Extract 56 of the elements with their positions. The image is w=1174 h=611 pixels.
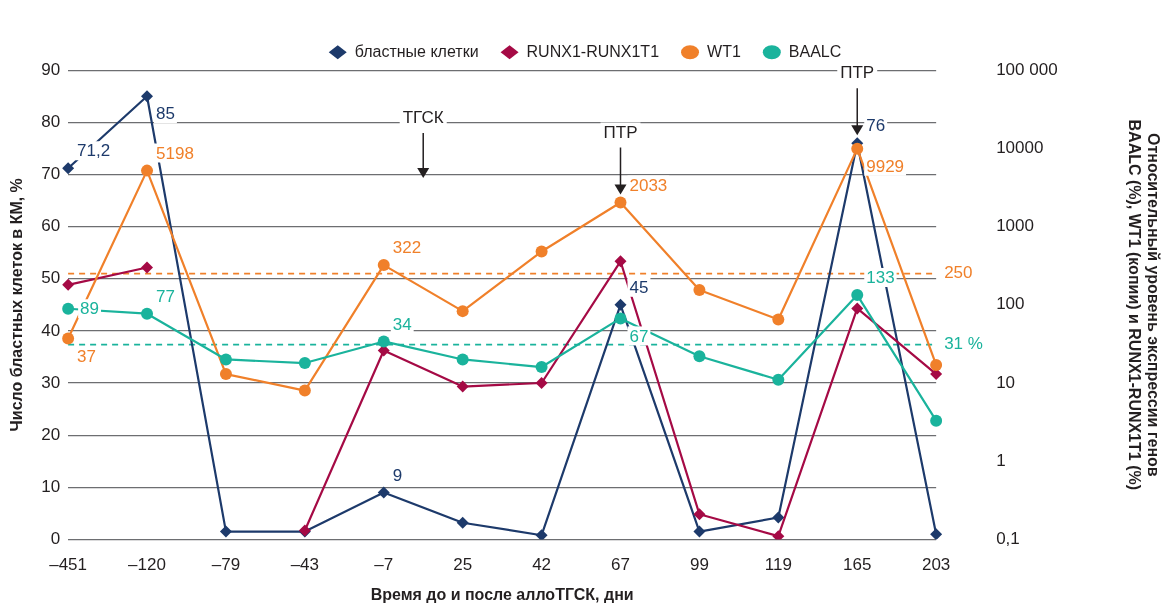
- y2-axis-title: Относительный уровень экспрессии генов BAALC (%), WT1 (копии) и RUNX1-RUNX1T1 (%): [1125, 119, 1162, 491]
- data-label: 67: [629, 326, 649, 346]
- x-tick-label: 42: [532, 555, 552, 575]
- y-tick-label: 50: [41, 268, 61, 288]
- data-label: 45: [629, 277, 649, 297]
- x-tick-label: 165: [843, 555, 872, 575]
- x-tick-label: 203: [921, 555, 951, 575]
- x-tick-label: –451: [49, 555, 88, 575]
- legend-label: WT1: [707, 42, 741, 60]
- data-label: 77: [156, 286, 175, 306]
- data-label: 76: [866, 116, 886, 136]
- y-tick-label: 70: [41, 164, 61, 184]
- y-tick-label: 40: [41, 320, 61, 340]
- y2-tick-label: 100: [996, 294, 1025, 314]
- x-tick-label: 25: [453, 555, 473, 575]
- data-label: 85: [156, 104, 175, 124]
- y-tick-label: 30: [41, 372, 61, 392]
- x-tick-label: 119: [764, 555, 792, 575]
- data-label: 89: [80, 299, 100, 319]
- ref-line-label: 31 %: [944, 334, 983, 354]
- data-label: 2033: [629, 175, 668, 195]
- data-label: 133: [866, 268, 895, 288]
- y2-tick-label: 100 000: [996, 59, 1058, 79]
- y-tick-label: 0: [50, 529, 61, 549]
- y-axis-title: Число бластных клеток в КМ, %: [8, 178, 26, 432]
- annotation: ПТР: [840, 63, 875, 83]
- y2-tick-label: 1: [996, 450, 1006, 470]
- x-axis-title: Время до и после аллоТГСК, дни: [370, 585, 634, 603]
- legend-label: BAALC: [788, 42, 842, 60]
- y-tick-label: 20: [41, 424, 61, 444]
- x-tick-label: 99: [689, 555, 709, 575]
- data-label: 5198: [156, 143, 194, 163]
- data-label: 71,2: [77, 141, 111, 161]
- y-tick-label: 60: [41, 216, 61, 236]
- annotation: ТГСК: [402, 108, 444, 128]
- y-tick-label: 90: [41, 59, 61, 79]
- x-tick-label: –43: [290, 555, 320, 575]
- y-tick-label: 80: [41, 112, 61, 132]
- legend-label: RUNX1-RUNX1T1: [526, 42, 660, 60]
- legend-label: бластные клетки: [354, 42, 479, 60]
- y2-tick-label: 10: [996, 372, 1016, 392]
- x-tick-label: –7: [374, 555, 394, 575]
- y2-tick-label: 10000: [996, 138, 1044, 158]
- x-tick-label: –79: [211, 555, 241, 575]
- data-label: 9: [392, 465, 403, 485]
- x-tick-label: 67: [611, 555, 630, 575]
- data-label: 37: [77, 346, 97, 366]
- data-label: 34: [392, 314, 412, 334]
- annotation: ПТР: [603, 122, 638, 142]
- y2-tick-label: 1000: [996, 216, 1034, 236]
- ref-line-label: 250: [944, 263, 973, 283]
- data-label: 9929: [866, 156, 905, 176]
- y2-tick-label: 0,1: [996, 529, 1020, 549]
- data-label: 322: [392, 238, 422, 258]
- y-tick-label: 10: [41, 476, 61, 496]
- x-tick-label: –120: [128, 555, 166, 575]
